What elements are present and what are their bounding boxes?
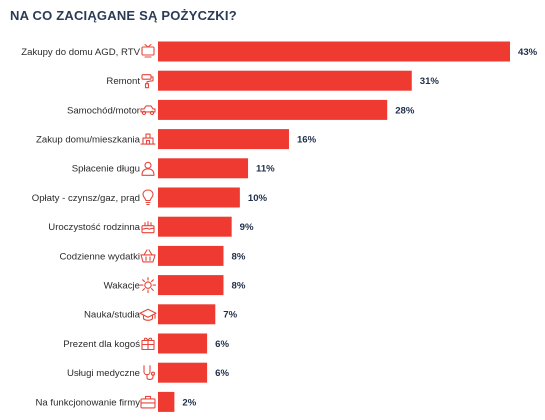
value-label: 16% (297, 135, 317, 146)
value-label: 8% (231, 251, 245, 262)
bar (158, 275, 224, 296)
category-label: Samochód/motor (67, 105, 141, 116)
bar (158, 216, 232, 237)
value-label: 8% (231, 281, 245, 292)
sun-icon (139, 277, 157, 294)
bar-row: Prezent dla kogoś 6% (63, 333, 229, 354)
value-label: 6% (215, 339, 229, 350)
bar-row: Opłaty - czynsz/gaz, prąd 10% (32, 187, 268, 208)
basket-icon (140, 249, 156, 263)
bar (158, 41, 510, 62)
bar (158, 304, 216, 325)
bar-row: Usługi medyczne 6% (67, 362, 229, 383)
value-label: 28% (395, 105, 415, 116)
category-label: Remont (106, 76, 140, 87)
category-label: Uroczystość rodzinna (48, 222, 140, 233)
bar (158, 187, 240, 208)
gift-icon (141, 337, 155, 351)
stethoscope-icon (143, 365, 156, 380)
category-label: Opłaty - czynsz/gaz, prąd (32, 193, 140, 204)
category-label: Zakupy do domu AGD, RTV (21, 47, 140, 58)
value-label: 2% (182, 397, 196, 408)
bar-row: Zakupy do domu AGD, RTV 43% (21, 41, 538, 62)
cake-icon (141, 221, 155, 234)
value-label: 43% (518, 47, 538, 58)
bar (158, 391, 175, 412)
bar-row: Wakacje 8% (104, 275, 246, 296)
value-label: 9% (240, 222, 254, 233)
category-label: Usługi medyczne (67, 368, 140, 379)
bar-row: Zakup domu/mieszkania 16% (36, 129, 317, 150)
category-label: Zakup domu/mieszkania (36, 135, 141, 146)
bar-row: Na funkcjonowanie firmy 2% (35, 391, 197, 412)
graduation-cap-icon (139, 308, 157, 321)
category-label: Nauka/studia (84, 310, 141, 321)
lightbulb-icon (142, 189, 154, 206)
bar-row: Nauka/studia 7% (84, 304, 238, 325)
briefcase-icon (140, 395, 156, 409)
bar (158, 70, 412, 91)
bar-row: Samochód/motor 28% (67, 99, 415, 120)
paint-roller-icon (141, 74, 154, 89)
bar-row: Codzienne wydatki 8% (59, 245, 246, 266)
bar-row: Remont 31% (106, 70, 440, 91)
bar-row: Uroczystość rodzinna 9% (48, 216, 254, 237)
category-label: Wakacje (104, 281, 140, 292)
category-label: Na funkcjonowanie firmy (35, 397, 140, 408)
category-label: Codzienne wydatki (59, 251, 140, 262)
bar (158, 129, 289, 150)
person-icon (141, 161, 155, 176)
value-label: 31% (420, 76, 440, 87)
bar (158, 333, 208, 354)
chart-title: NA CO ZACIĄGANE SĄ POŻYCZKI? (10, 8, 237, 23)
value-label: 6% (215, 368, 229, 379)
house-icon (140, 133, 156, 145)
car-icon (140, 105, 156, 116)
value-label: 7% (223, 310, 237, 321)
category-label: Prezent dla kogoś (63, 339, 140, 350)
category-label: Spłacenie długu (72, 164, 140, 175)
bar (158, 245, 224, 266)
tv-icon (141, 43, 155, 58)
bar (158, 99, 388, 120)
value-label: 10% (248, 193, 268, 204)
bar (158, 158, 249, 179)
value-label: 11% (256, 164, 275, 175)
bar-row: Spłacenie długu 11% (72, 158, 275, 179)
bar (158, 362, 208, 383)
